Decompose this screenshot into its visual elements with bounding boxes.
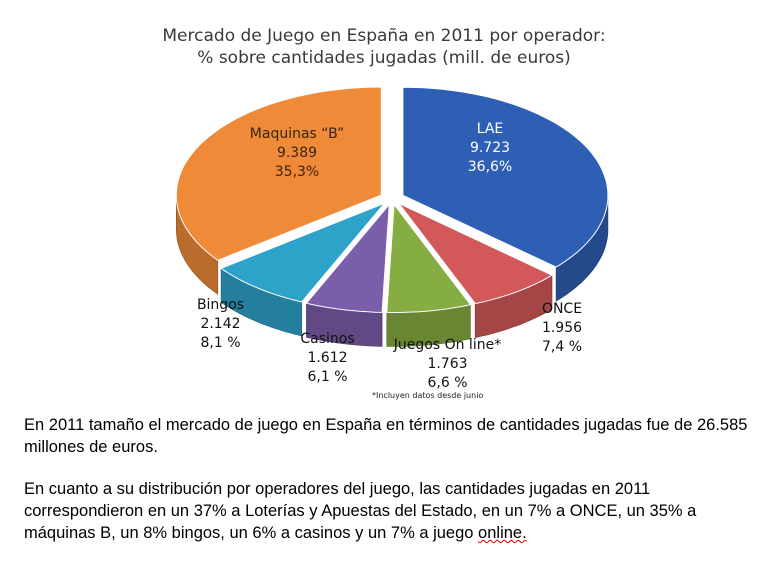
slice-casinos: [305, 202, 390, 313]
slice-bingos: [220, 202, 385, 303]
chart-footnote: *Incluyen datos desde junio: [372, 391, 484, 400]
label-online-name: Juegos On line*: [393, 337, 502, 353]
label-casinos-pct: 6,1 %: [307, 369, 348, 385]
summary-paragraph: En 2011 tamaño el mercado de juego en Es…: [24, 416, 748, 456]
label-online-pct: 6,6 %: [427, 375, 468, 391]
pie-chart: [175, 86, 609, 347]
label-bingos-name: Bingos: [196, 297, 245, 313]
slice-juegos-on-line: [386, 203, 472, 313]
label-bingos: Bingos 2.142 8,1 %: [188, 296, 253, 353]
slice-once: [398, 202, 554, 305]
label-online-value: 1.763: [427, 356, 468, 372]
slice-lae: [402, 86, 609, 268]
distribution-text: En cuanto a su distribución por operador…: [24, 480, 697, 542]
label-maquinas-name: Maquinas “B”: [249, 126, 345, 142]
label-once-name: ONCE: [541, 301, 583, 317]
label-once: ONCE 1.956 7,4 %: [527, 300, 597, 357]
label-lae-pct: 36,6%: [467, 159, 513, 175]
slice-maquinas-b: [175, 86, 382, 261]
label-casinos-value: 1.612: [307, 350, 348, 366]
label-once-pct: 7,4 %: [541, 339, 583, 355]
label-online: Juegos On line* 1.763 6,6 %: [385, 336, 510, 393]
online-word: online.: [478, 524, 527, 542]
label-lae: LAE 9.723 36,6%: [450, 120, 530, 177]
label-lae-name: LAE: [476, 121, 504, 137]
label-maquinas: Maquinas “B” 9.389 35,3%: [232, 125, 362, 182]
label-casinos: Casinos 1.612 6,1 %: [290, 330, 365, 387]
label-bingos-pct: 8,1 %: [200, 335, 241, 351]
label-once-value: 1.956: [541, 320, 583, 336]
chart-subtitle: % sobre cantidades jugadas (mill. de eur…: [197, 48, 571, 68]
chart-title: Mercado de Juego en España en 2011 por o…: [162, 26, 606, 46]
label-lae-value: 9.723: [469, 140, 511, 156]
distribution-paragraph: En cuanto a su distribución por operador…: [24, 478, 754, 544]
label-maquinas-value: 9.389: [276, 145, 318, 161]
label-casinos-name: Casinos: [300, 331, 355, 347]
label-bingos-value: 2.142: [200, 316, 241, 332]
label-maquinas-pct: 35,3%: [274, 164, 320, 180]
